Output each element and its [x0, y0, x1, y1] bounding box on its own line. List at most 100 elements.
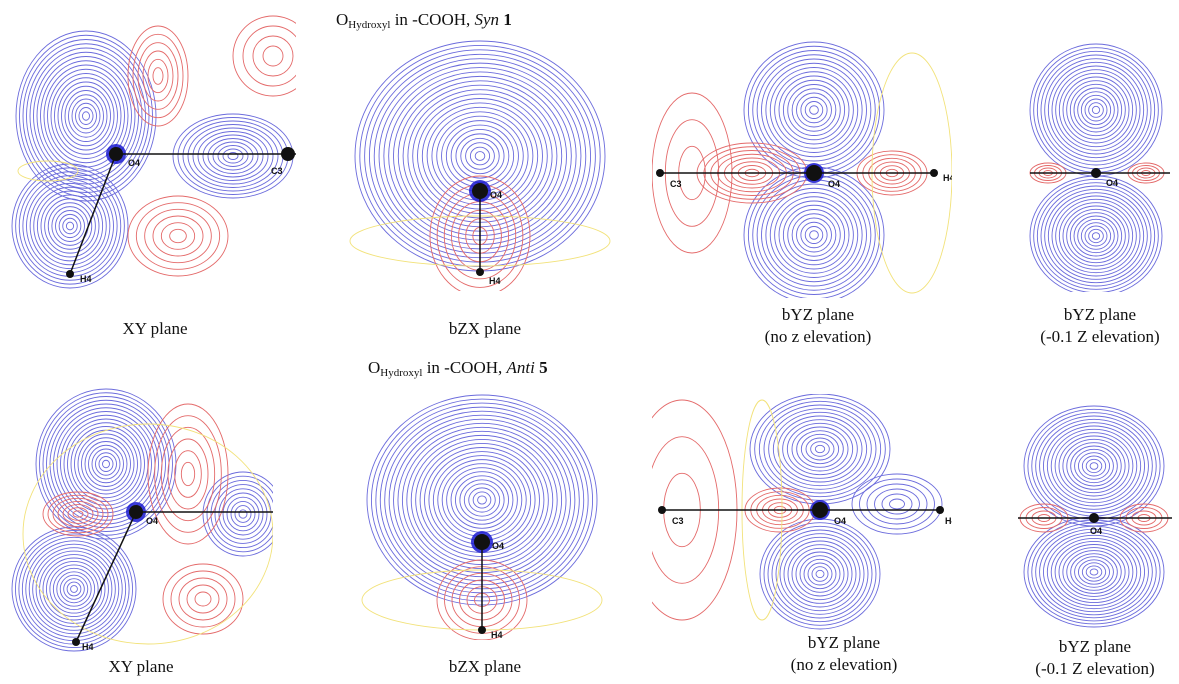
caption-anti-byz-elev: bYZ plane (-0.1 Z elevation) [1035, 637, 1155, 678]
negative-contour [21, 536, 127, 642]
negative-contour [761, 183, 867, 287]
negative-contour [765, 62, 863, 158]
negative-contour [1080, 94, 1112, 126]
negative-contour [18, 533, 130, 645]
negative-contour [1088, 102, 1104, 118]
negative-contour [1033, 178, 1159, 292]
positive-contour [42, 491, 114, 537]
negative-contour [758, 400, 882, 498]
atom-label-o4: O4 [490, 190, 502, 200]
negative-contour [1058, 435, 1130, 497]
atom-h4 [476, 268, 484, 276]
negative-contour [782, 204, 846, 266]
negative-contour [64, 90, 108, 142]
negative-contour [207, 138, 259, 174]
positive-contour [52, 497, 104, 531]
negative-contour [1062, 438, 1126, 494]
negative-contour [446, 467, 518, 533]
negative-contour [767, 525, 873, 623]
positive-contour [57, 500, 99, 528]
negative-contour [202, 134, 264, 178]
negative-contour [809, 230, 819, 240]
caption-syn-byz-elev: bYZ plane (-0.1 Z elevation) [1040, 305, 1160, 346]
negative-contour [45, 560, 103, 618]
negative-contour [15, 30, 157, 202]
negative-contour [49, 403, 163, 525]
contour-svg-anti-byz: C3 O4 H4 [652, 394, 952, 630]
negative-contour [800, 433, 840, 465]
negative-contour [210, 479, 273, 549]
positive-contour [142, 50, 174, 102]
negative-contour [814, 444, 826, 454]
zero-contour [22, 423, 273, 645]
contour-svg-anti-byz-elev: O4 [1018, 405, 1172, 628]
negative-contour [787, 84, 841, 136]
negative-contour [747, 170, 881, 298]
atom-c3 [656, 169, 664, 177]
negative-contour [91, 448, 121, 480]
negative-contour [775, 533, 865, 615]
positive-contour [62, 504, 94, 524]
negative-contour [743, 41, 885, 179]
negative-contour [463, 483, 501, 517]
negative-contour [796, 430, 844, 468]
positive-contour [170, 570, 236, 628]
negative-contour [460, 137, 500, 175]
atom-o4 [472, 183, 488, 199]
contour-plot-anti-bzx: O4 H4 [350, 390, 620, 640]
atom-o4 [129, 505, 143, 519]
negative-contour [777, 415, 863, 483]
negative-contour [1062, 205, 1130, 267]
atom-label-h4: H4 [491, 630, 503, 640]
negative-contour [1089, 462, 1099, 470]
atom-h4 [72, 638, 80, 646]
negative-contour [1031, 412, 1157, 520]
caption-syn-bzx: bZX plane [448, 319, 522, 338]
positive-contour [147, 403, 229, 545]
negative-contour [800, 221, 828, 249]
contour-svg-syn-byz-elev: O4 [1029, 43, 1170, 292]
negative-contour [800, 96, 828, 124]
negative-contour [459, 479, 505, 521]
negative-contour [1050, 537, 1138, 607]
atom-label-h4: H4 [943, 173, 952, 183]
negative-contour [81, 437, 131, 491]
negative-contour [477, 495, 487, 505]
positive-contour [429, 175, 531, 291]
contour-svg-syn-xy: O4 C3 H4 [11, 15, 296, 289]
negative-contour [22, 39, 150, 193]
negative-contour [68, 94, 104, 138]
negative-contour [763, 522, 877, 626]
negative-contour [15, 167, 125, 285]
negative-contour [1080, 222, 1112, 250]
negative-contour [56, 571, 92, 607]
negative-contour [1046, 534, 1142, 610]
positive-contour [178, 577, 228, 621]
negative-contour [1039, 528, 1149, 616]
negative-contour [36, 190, 104, 262]
negative-contour [1066, 80, 1126, 140]
negative-contour [1081, 455, 1107, 477]
negative-contour [874, 488, 920, 520]
negative-contour [218, 488, 268, 540]
negative-contour [1055, 69, 1137, 151]
contour-plot-anti-xy: O4 H4 [8, 384, 273, 654]
negative-contour [187, 124, 279, 188]
negative-contour [1051, 195, 1141, 277]
negative-contour [78, 107, 94, 125]
negative-contour [1050, 428, 1138, 504]
negative-contour [1036, 50, 1156, 170]
negative-contour [55, 210, 85, 242]
negative-contour [791, 547, 849, 601]
atom-h4 [478, 626, 486, 634]
negative-contour [88, 444, 124, 484]
negative-contour [54, 77, 118, 155]
negative-contour [33, 51, 139, 181]
negative-contour [1077, 452, 1111, 480]
negative-contour [469, 146, 491, 166]
negative-contour [192, 127, 274, 185]
negative-contour [804, 226, 824, 244]
positive-contour [169, 228, 187, 244]
negative-contour [77, 433, 135, 495]
atom-o4 [109, 147, 123, 161]
